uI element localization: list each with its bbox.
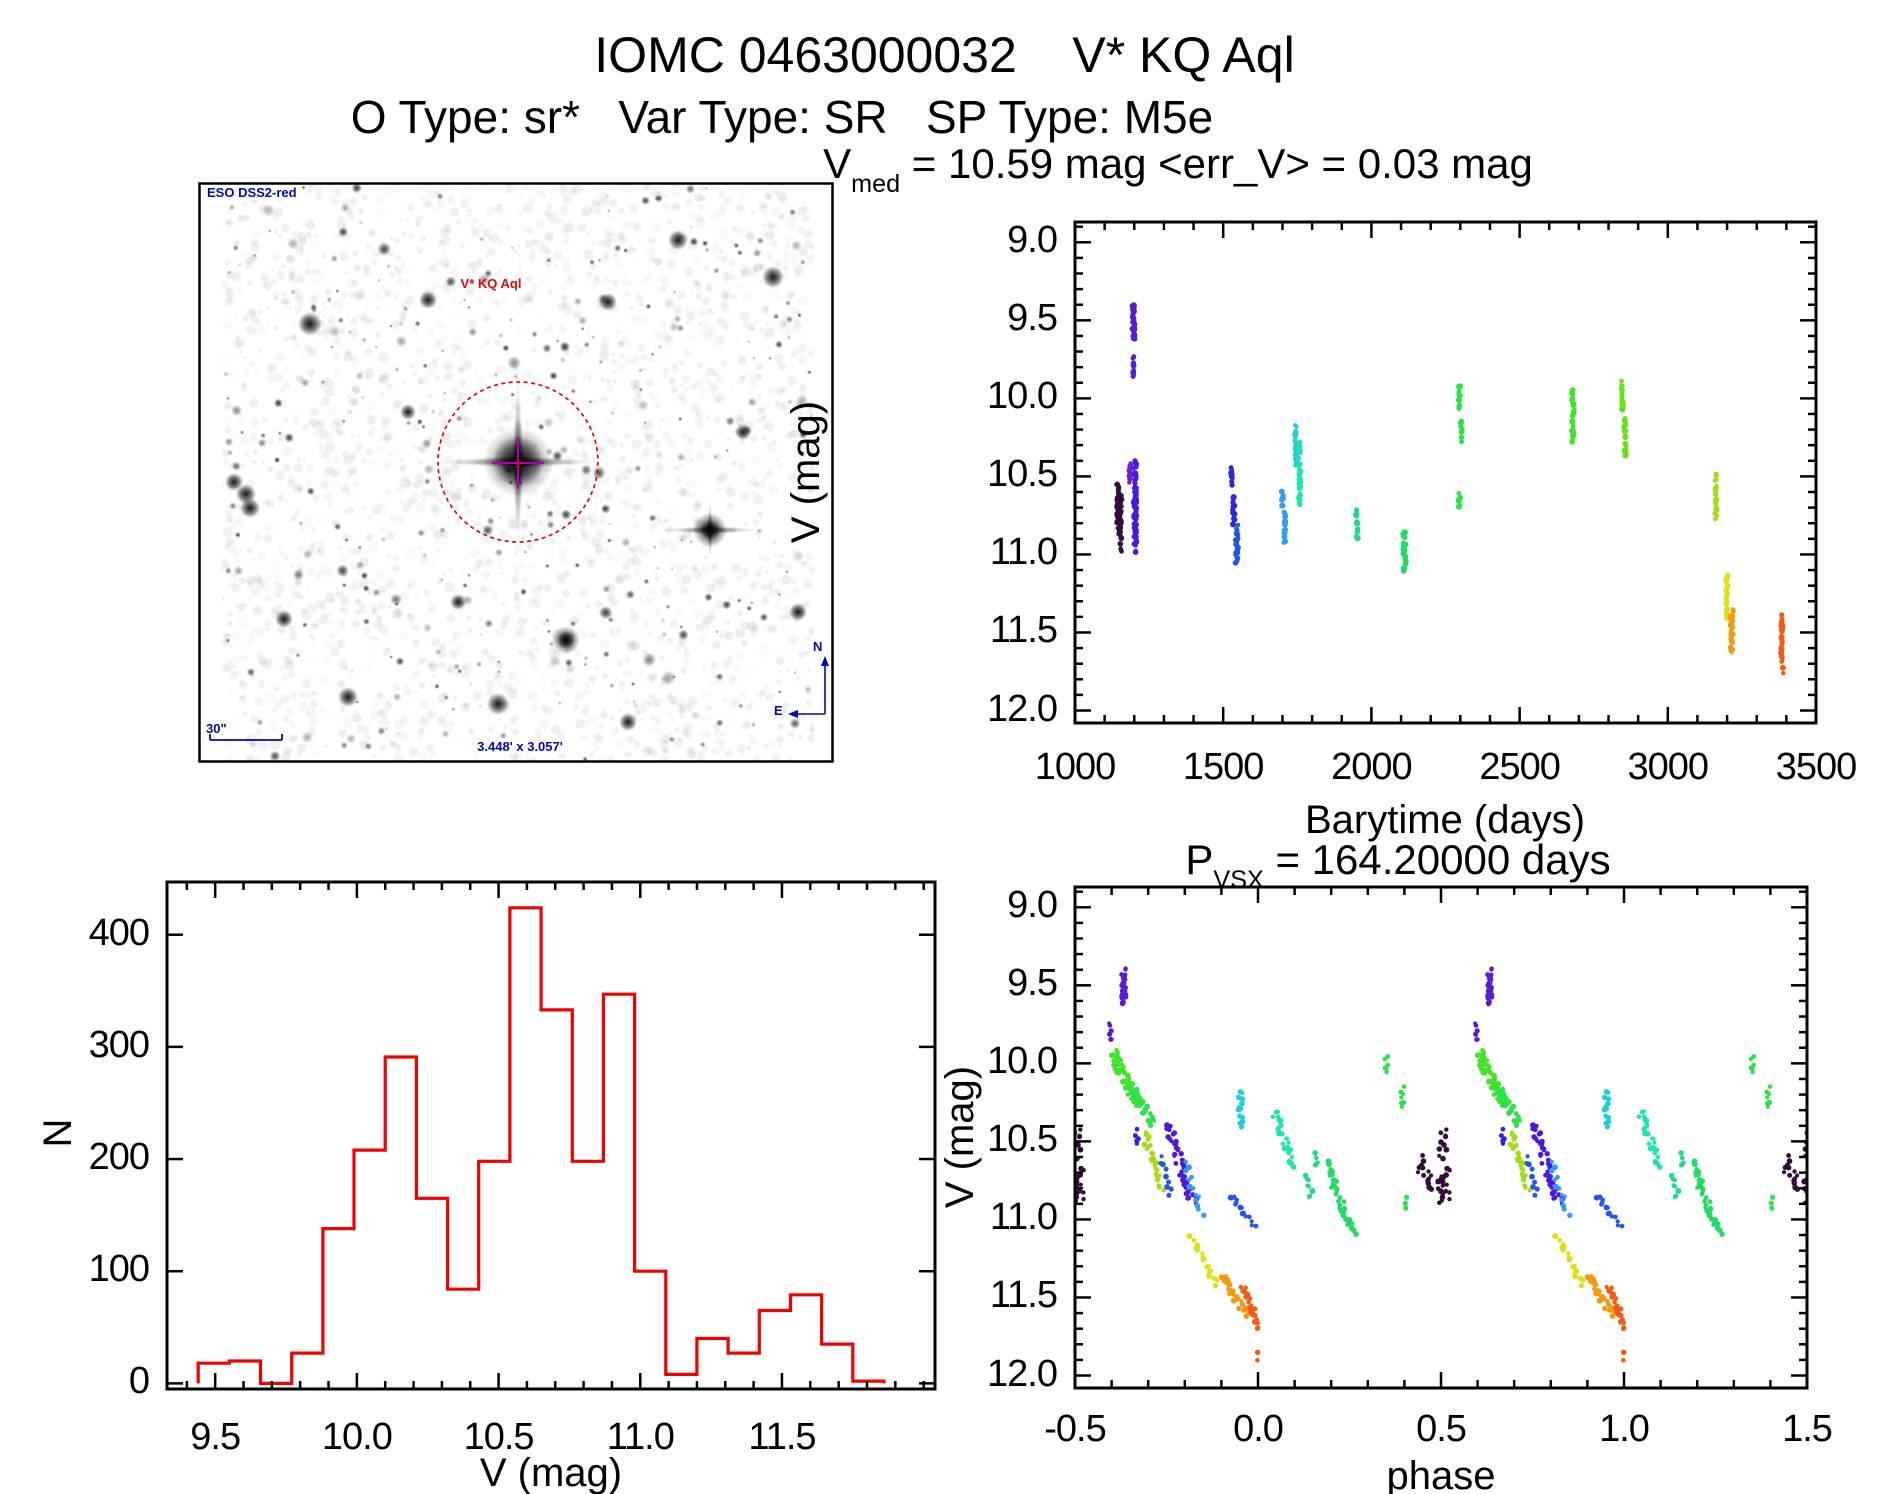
lightcurve-x-axis-label: Barytime (days)	[1304, 798, 1586, 842]
target-center-mark: x	[515, 456, 522, 471]
target-star-label: V* KQ Aql	[460, 276, 522, 291]
pvsx-symbol: P	[1185, 836, 1214, 883]
compass-east-label: E	[774, 703, 783, 718]
finder-chart: x ESO DSS2-red V* KQ Aql 30" 3.448' x 3.…	[198, 182, 834, 763]
phase-x-axis-label: phase	[1386, 1454, 1496, 1494]
finder-overlay: x	[198, 182, 834, 763]
compass-north-label: N	[813, 639, 823, 654]
starfield-image	[198, 182, 834, 763]
histogram-x-axis-label: V (mag)	[479, 1451, 623, 1494]
scale-bar-label: 30"	[206, 721, 227, 736]
survey-label: ESO DSS2-red	[204, 186, 300, 200]
vmed-symbol: V	[823, 140, 852, 187]
page-title: IOMC 0463000032 V* KQ Aql	[594, 27, 1295, 83]
field-of-view-label: 3.448' x 3.057'	[450, 740, 590, 754]
lightcurve-title: Vmed = 10.59 mag <err_V> = 0.03 mag	[778, 140, 1578, 198]
vmed-value-text: = 10.59 mag <err_V> = 0.03 mag	[900, 140, 1533, 187]
pvsx-value-text: = 164.20000 days	[1263, 836, 1611, 883]
phase-plot-title: PVSX = 164.20000 days	[998, 836, 1798, 894]
vmed-subscript: med	[851, 169, 901, 198]
object-type-subtitle: O Type: sr* Var Type: SR SP Type: M5e	[350, 91, 1214, 143]
